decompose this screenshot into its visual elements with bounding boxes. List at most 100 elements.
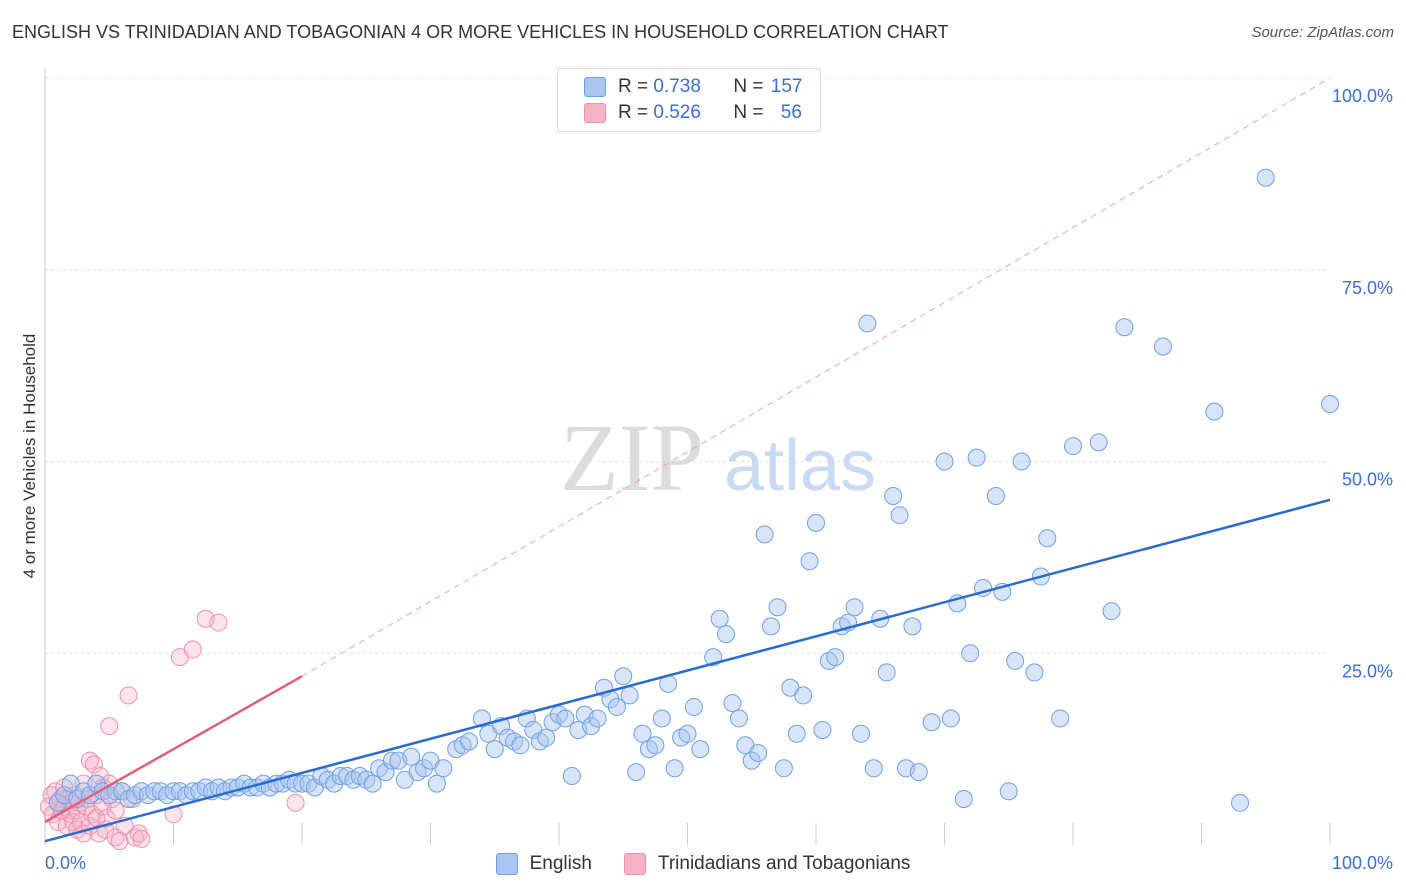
point-english-108 bbox=[762, 617, 781, 636]
point-english-49 bbox=[363, 774, 382, 793]
points-trinidadians bbox=[39, 609, 305, 851]
point-english-145 bbox=[1025, 663, 1044, 682]
point-english-124 bbox=[864, 759, 883, 778]
point-english-147 bbox=[1038, 529, 1057, 548]
point-english-86 bbox=[614, 667, 633, 686]
reference-line bbox=[301, 77, 1331, 677]
point-english-51 bbox=[376, 763, 395, 782]
tick-labels: 25.0% 50.0% 75.0% 100.0% 0.0% 100.0% bbox=[45, 86, 1393, 873]
point-english-89 bbox=[633, 724, 652, 743]
watermark-atlas: atlas bbox=[724, 426, 876, 506]
point-english-157 bbox=[1321, 394, 1339, 413]
stats-legend-row-trinidadian: R = 0.526 N = 56 bbox=[584, 101, 802, 125]
point-english-87 bbox=[620, 686, 639, 705]
trend-lines bbox=[44, 498, 1331, 843]
n-value: 157 bbox=[770, 76, 803, 97]
point-english-143 bbox=[1006, 651, 1025, 670]
point-trinidadian-40 bbox=[106, 801, 125, 820]
point-english-82 bbox=[588, 709, 607, 728]
point-english-128 bbox=[890, 506, 909, 525]
watermark: ZIP atlas bbox=[560, 404, 876, 511]
y-tick-label-1: 50.0% bbox=[1342, 470, 1393, 490]
point-english-107 bbox=[755, 525, 774, 544]
point-english-114 bbox=[800, 552, 819, 571]
point-english-63 bbox=[460, 732, 479, 751]
point-english-131 bbox=[909, 763, 928, 782]
point-english-153 bbox=[1153, 337, 1172, 356]
point-english-106 bbox=[749, 743, 768, 762]
point-english-126 bbox=[877, 663, 896, 682]
point-english-100 bbox=[710, 609, 729, 628]
y-tick-label-3: 100.0% bbox=[1332, 86, 1393, 106]
point-trinidadian-48 bbox=[132, 829, 151, 848]
r-label: R = bbox=[618, 102, 654, 123]
point-trinidadian-37 bbox=[100, 717, 119, 736]
point-english-74 bbox=[537, 728, 556, 747]
point-english-64 bbox=[472, 709, 491, 728]
point-english-55 bbox=[402, 747, 421, 766]
x-tick-label-0: 0.0% bbox=[45, 853, 86, 873]
stats-legend: R = 0.738 N = 157 R = 0.526 N = 56 bbox=[557, 68, 821, 132]
legend-item-trinidadian[interactable]: Trinidadians and Tobagonians bbox=[623, 853, 910, 875]
point-english-98 bbox=[691, 740, 710, 759]
swatch-english bbox=[584, 77, 606, 97]
point-english-85 bbox=[607, 697, 626, 716]
reference-diagonal bbox=[301, 77, 1331, 677]
point-english-144 bbox=[1012, 452, 1031, 471]
trend-line-english bbox=[44, 498, 1331, 843]
point-english-91 bbox=[646, 736, 665, 755]
point-english-116 bbox=[813, 720, 832, 739]
n-value: 56 bbox=[780, 102, 802, 123]
point-english-113 bbox=[794, 686, 813, 705]
point-english-134 bbox=[941, 709, 960, 728]
point-english-96 bbox=[678, 724, 697, 743]
point-english-103 bbox=[729, 709, 748, 728]
point-english-112 bbox=[787, 724, 806, 743]
legend-item-english[interactable]: English bbox=[495, 853, 592, 875]
source-label: Source: ZipAtlas.com bbox=[1251, 24, 1394, 41]
swatch-trinidadian bbox=[623, 853, 646, 875]
stats-legend-row-english: R = 0.738 N = 157 bbox=[584, 75, 802, 99]
point-trinidadian-51 bbox=[183, 640, 202, 659]
point-english-151 bbox=[1102, 602, 1121, 621]
point-english-105 bbox=[742, 751, 761, 770]
point-english-115 bbox=[807, 513, 825, 532]
point-english-137 bbox=[961, 644, 980, 663]
point-trinidadian-20 bbox=[74, 774, 93, 793]
point-english-57 bbox=[415, 759, 434, 778]
point-english-122 bbox=[851, 724, 870, 743]
point-english-136 bbox=[954, 789, 973, 808]
y-axis-label: 4 or more Vehicles in Household bbox=[20, 333, 39, 579]
point-english-121 bbox=[845, 598, 864, 617]
point-english-92 bbox=[652, 709, 671, 728]
swatch-trinidadian bbox=[584, 103, 606, 123]
point-english-81 bbox=[582, 717, 601, 736]
point-english-130 bbox=[903, 617, 922, 636]
point-english-127 bbox=[884, 487, 903, 506]
point-english-78 bbox=[562, 766, 581, 785]
legend-label-english: English bbox=[529, 853, 592, 874]
point-english-140 bbox=[986, 487, 1005, 506]
point-english-152 bbox=[1115, 318, 1134, 337]
point-english-77 bbox=[556, 709, 575, 728]
point-english-155 bbox=[1231, 793, 1250, 812]
point-english-59 bbox=[427, 774, 446, 793]
point-english-138 bbox=[967, 448, 986, 467]
point-english-110 bbox=[774, 759, 793, 778]
point-trinidadian-47 bbox=[129, 824, 148, 843]
point-english-118 bbox=[826, 648, 845, 667]
trend-line-trinidadian bbox=[44, 675, 303, 824]
point-english-88 bbox=[627, 763, 646, 782]
n-label: N = bbox=[733, 76, 769, 97]
point-english-102 bbox=[723, 694, 742, 713]
n-label: N = bbox=[733, 102, 769, 123]
point-english-156 bbox=[1256, 168, 1275, 187]
point-english-148 bbox=[1051, 709, 1070, 728]
point-english-97 bbox=[684, 697, 703, 716]
point-english-66 bbox=[485, 740, 504, 759]
point-trinidadian-27 bbox=[84, 755, 103, 774]
r-value: 0.526 bbox=[653, 102, 701, 123]
point-english-52 bbox=[382, 751, 401, 770]
point-english-94 bbox=[665, 759, 684, 778]
